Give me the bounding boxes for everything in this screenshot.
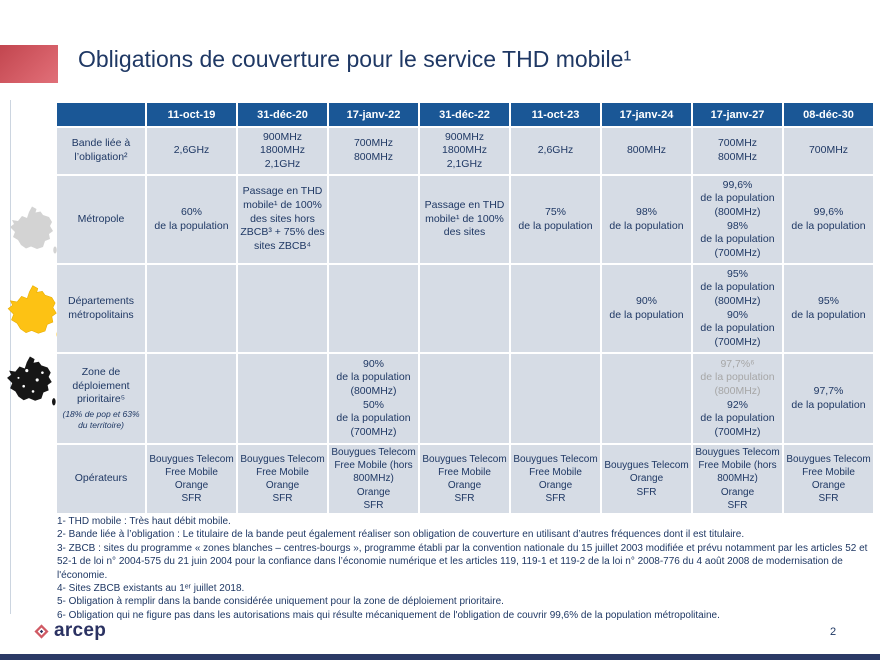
footnotes-block: 1- THD mobile : Très haut débit mobile. … xyxy=(57,515,871,622)
table-cell: 99,6% de la population xyxy=(784,176,873,263)
table-cell: 75% de la population xyxy=(511,176,600,263)
footnote: 6- Obligation qui ne figure pas dans les… xyxy=(57,609,720,621)
row-label-text: Zone de déploiement prioritaire⁵ xyxy=(72,365,130,406)
table-cell-mixed: 97,7%⁶ de la population (800MHz) 92% de … xyxy=(693,354,782,443)
muted-obligation-text: 97,7%⁶ de la population (800MHz) xyxy=(700,357,775,397)
table-cell: 95% de la population xyxy=(784,265,873,352)
france-map-gray-icon xyxy=(10,206,57,254)
accent-rectangle xyxy=(0,45,58,83)
footnote: 2- Bande liée à l’obligation : Le titula… xyxy=(57,529,745,541)
date-header: 31-déc-20 xyxy=(238,103,327,126)
row-label-bande: Bande liée à l’obligation² xyxy=(57,128,145,174)
table-cell: Bouygues Telecom Free Mobile (hors 800MH… xyxy=(693,445,782,513)
table-cell: 60% de la population xyxy=(147,176,236,263)
left-divider-line xyxy=(10,100,11,614)
row-label-metropole: Métropole xyxy=(57,176,145,263)
table-cell: 2,6GHz xyxy=(147,128,236,174)
table-cell: 800MHz xyxy=(602,128,691,174)
row-label-departements: Départements métropolitains xyxy=(57,265,145,352)
table-cell: 97,7% de la population xyxy=(784,354,873,443)
footnote: 1- THD mobile : Très haut débit mobile. xyxy=(57,516,231,527)
table-cell: 700MHz xyxy=(784,128,873,174)
table-cell: 2,6GHz xyxy=(511,128,600,174)
obligation-text: 92% de la population (700MHz) xyxy=(700,398,775,438)
table-cell xyxy=(420,265,509,352)
bottom-accent-bar xyxy=(0,654,880,660)
date-header: 11-oct-19 xyxy=(147,103,236,126)
date-header: 31-déc-22 xyxy=(420,103,509,126)
arcep-logo-text: arcep xyxy=(54,620,107,641)
table-cell: 90% de la population xyxy=(602,265,691,352)
table-cell: Passage en THD mobile¹ de 100% des sites… xyxy=(238,176,327,263)
table-cell: Bouygues Telecom Orange SFR xyxy=(602,445,691,513)
table-cell: Bouygues Telecom Free Mobile Orange SFR xyxy=(511,445,600,513)
corner-header-cell xyxy=(57,103,145,126)
date-header: 08-déc-30 xyxy=(784,103,873,126)
coverage-obligations-table: 11-oct-19 31-déc-20 17-janv-22 31-déc-22… xyxy=(57,103,873,513)
table-cell: Bouygues Telecom Free Mobile (hors 800MH… xyxy=(329,445,418,513)
france-map-black-icon xyxy=(7,356,56,406)
table-cell: 700MHz 800MHz xyxy=(693,128,782,174)
table-cell xyxy=(511,265,600,352)
table-cell xyxy=(147,265,236,352)
row-sublabel-text: (18% de pop et 63% du territoire) xyxy=(62,408,140,430)
table-cell xyxy=(238,354,327,443)
date-header: 17-janv-22 xyxy=(329,103,418,126)
table-cell: Bouygues Telecom Free Mobile Orange SFR xyxy=(238,445,327,513)
france-map-yellow-icon xyxy=(7,285,61,339)
table-cell xyxy=(238,265,327,352)
table-cell: Bouygues Telecom Free Mobile Orange SFR xyxy=(147,445,236,513)
arcep-diamond-icon xyxy=(34,623,49,639)
table-cell: 700MHz 800MHz xyxy=(329,128,418,174)
table-cell: 95% de la population (800MHz) 90% de la … xyxy=(693,265,782,352)
table-cell xyxy=(511,354,600,443)
table-cell xyxy=(147,354,236,443)
row-label-operateurs: Opérateurs xyxy=(57,445,145,513)
footnote: 3- ZBCB : sites du programme « zones bla… xyxy=(57,542,868,581)
footnote: 4- Sites ZBCB existants au 1ᵉʳ juillet 2… xyxy=(57,582,245,594)
table-cell xyxy=(329,176,418,263)
date-header: 11-oct-23 xyxy=(511,103,600,126)
table-cell: 99,6% de la population (800MHz) 98% de l… xyxy=(693,176,782,263)
table-cell: 900MHz 1800MHz 2,1GHz xyxy=(420,128,509,174)
table-cell: Bouygues Telecom Free Mobile Orange SFR xyxy=(784,445,873,513)
date-header: 17-janv-24 xyxy=(602,103,691,126)
row-label-zone-prioritaire: Zone de déploiement prioritaire⁵ (18% de… xyxy=(57,354,145,443)
slide-title: Obligations de couverture pour le servic… xyxy=(78,46,632,72)
arcep-logo: arcep xyxy=(33,620,106,642)
table-cell: Passage en THD mobile¹ de 100% des sites xyxy=(420,176,509,263)
page-number: 2 xyxy=(830,626,837,638)
table-cell xyxy=(602,354,691,443)
table-cell: Bouygues Telecom Free Mobile Orange SFR xyxy=(420,445,509,513)
table-cell: 98% de la population xyxy=(602,176,691,263)
table-cell xyxy=(420,354,509,443)
table-cell: 90% de la population (800MHz) 50% de la … xyxy=(329,354,418,443)
footnote: 5- Obligation à remplir dans la bande co… xyxy=(57,596,504,608)
table-cell: 900MHz 1800MHz 2,1GHz xyxy=(238,128,327,174)
table-cell xyxy=(329,265,418,352)
date-header: 17-janv-27 xyxy=(693,103,782,126)
